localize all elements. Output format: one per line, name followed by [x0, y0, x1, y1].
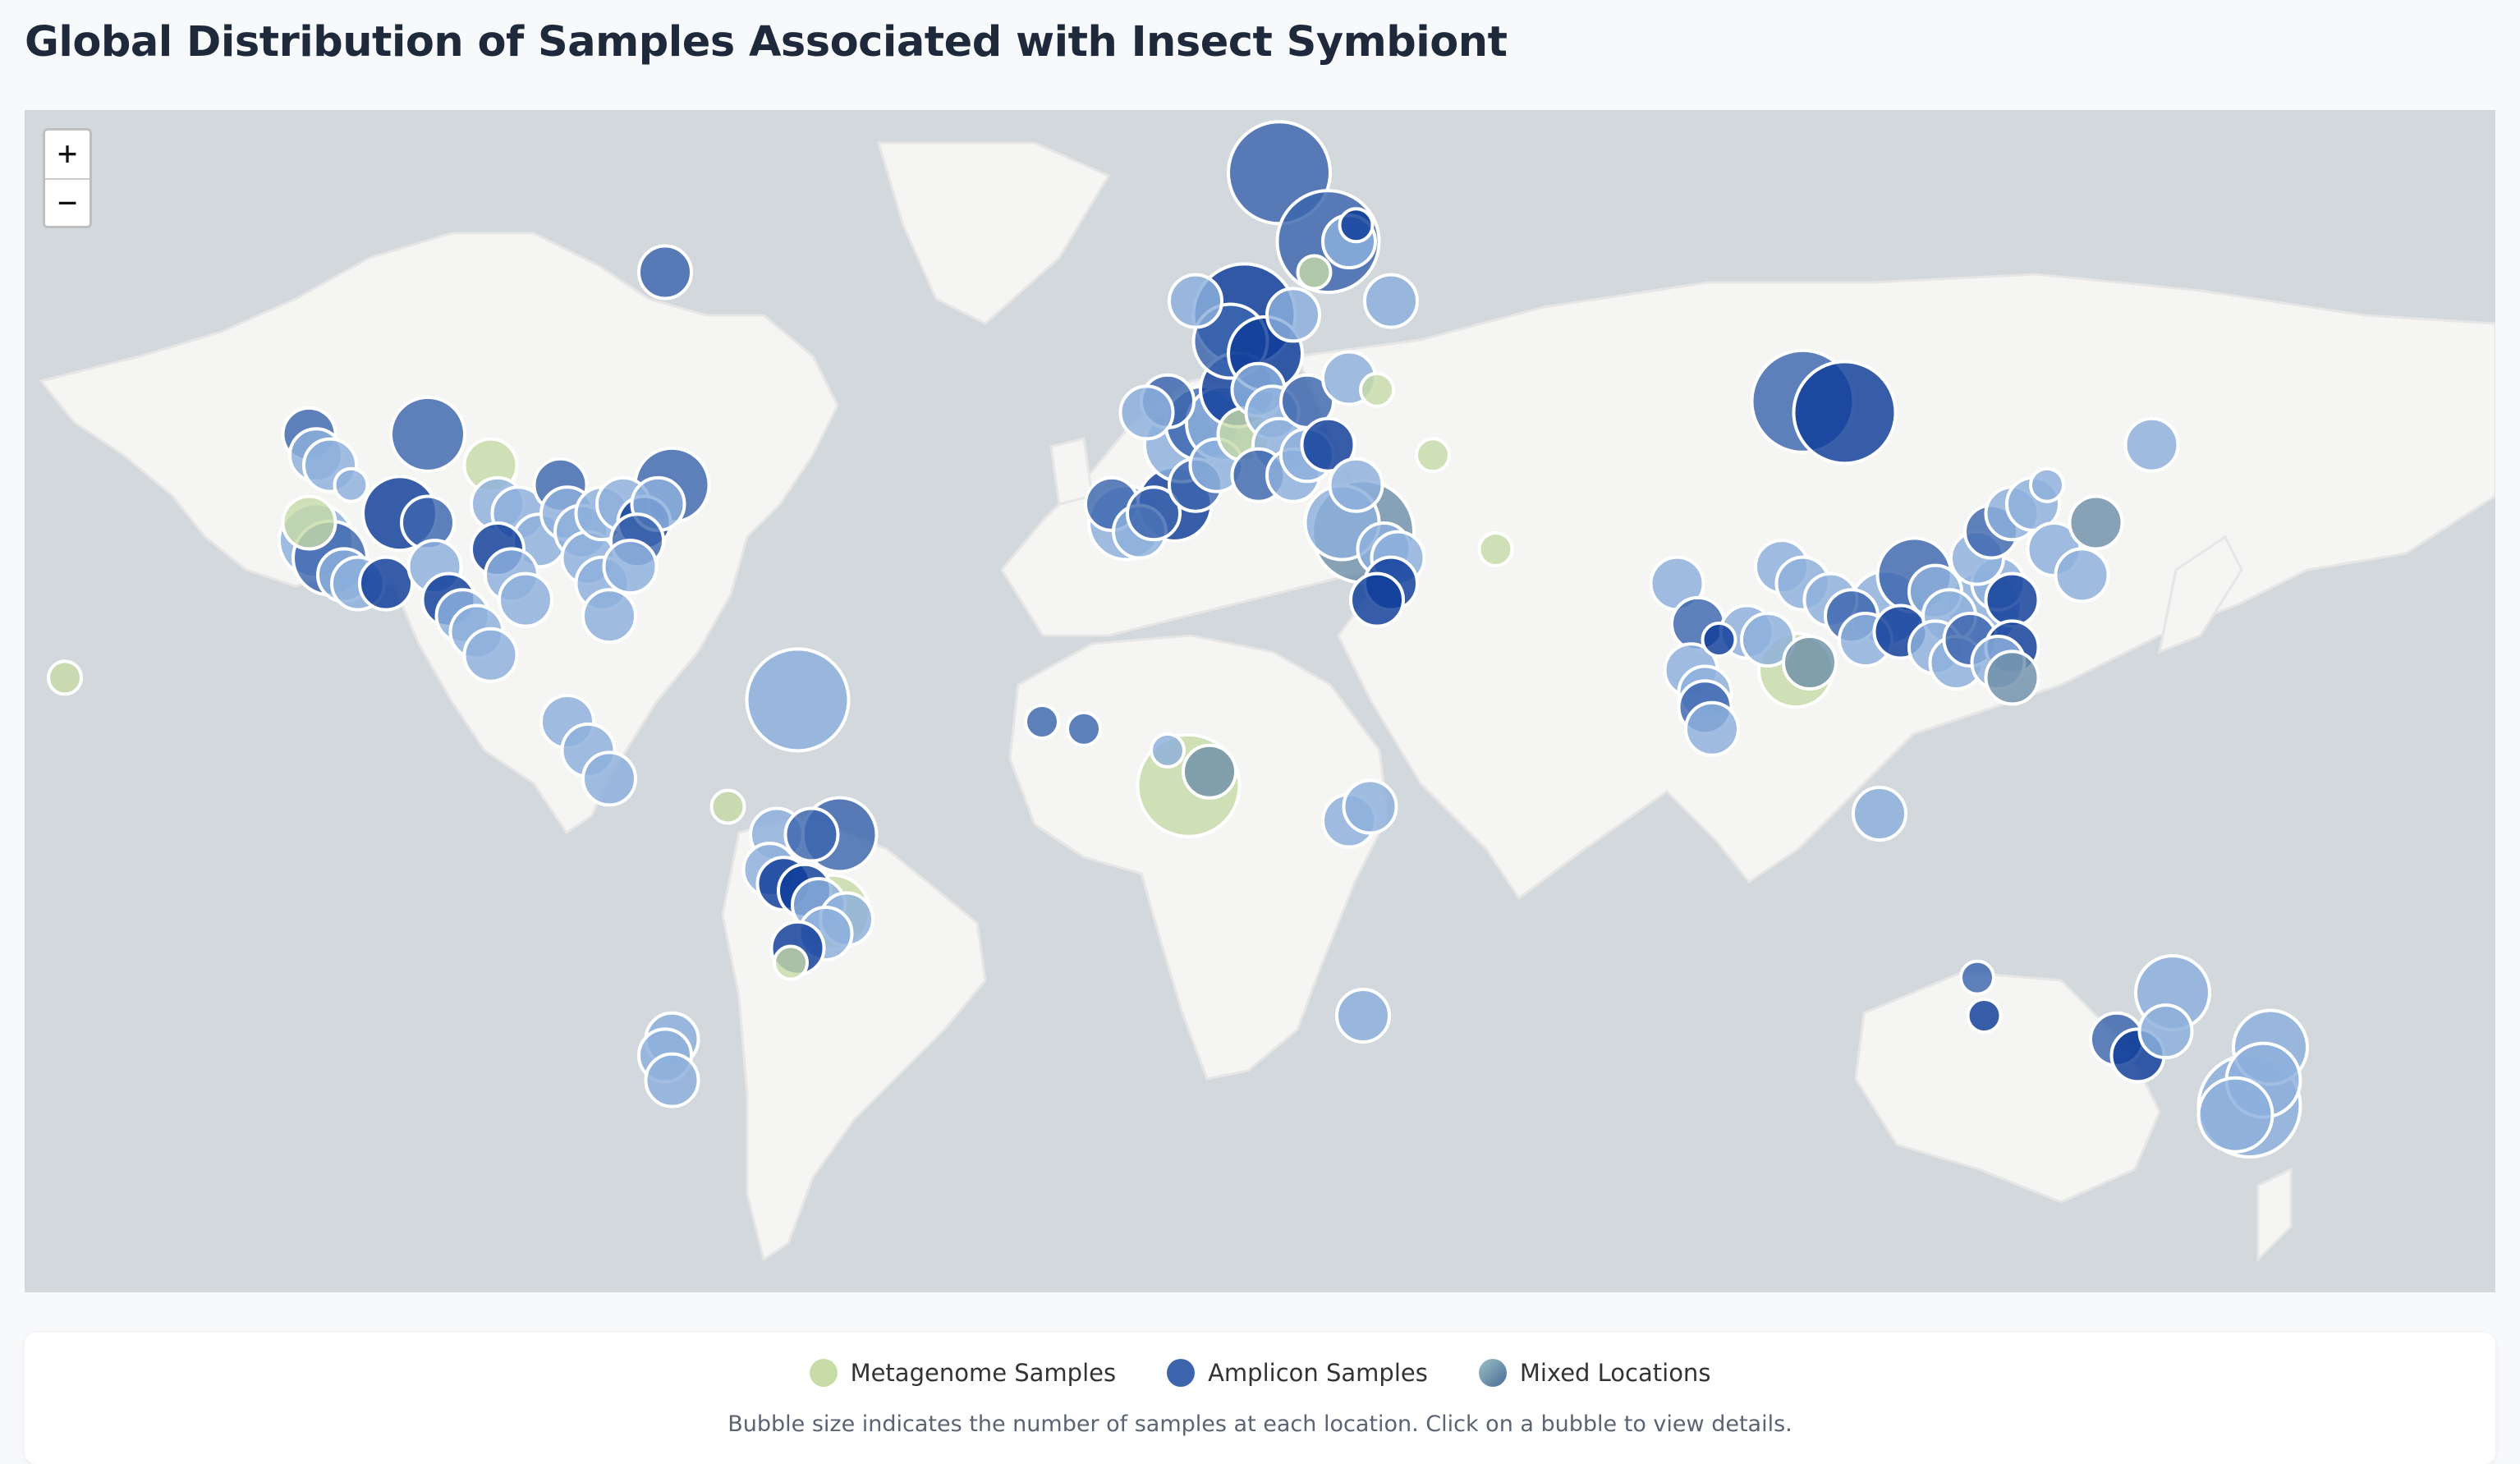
amplicon-bubble[interactable] — [1701, 622, 1737, 658]
metagenome-bubble[interactable] — [1296, 254, 1333, 291]
amplicon-bubble[interactable] — [637, 244, 693, 301]
amplicon-bubble[interactable] — [333, 466, 370, 503]
amplicon-bubble[interactable] — [1168, 273, 1223, 329]
amplicon-bubble[interactable] — [2196, 1076, 2274, 1154]
amplicon-bubble[interactable] — [1066, 710, 1102, 747]
amplicon-bubble[interactable] — [1792, 360, 1898, 466]
amplicon-bubble[interactable] — [1959, 959, 1995, 996]
amplicon-bubble[interactable] — [389, 395, 466, 473]
amplicon-bubble[interactable] — [2029, 466, 2065, 503]
amplicon-bubble[interactable] — [581, 750, 637, 807]
legend-row: Metagenome Samples Amplicon Samples Mixe… — [25, 1359, 2495, 1387]
page-title: Global Distribution of Samples Associate… — [25, 18, 1508, 67]
amplicon-bubble[interactable] — [1150, 732, 1186, 769]
amplicon-bubble[interactable] — [1852, 786, 1907, 842]
map-canvas[interactable]: + − — [25, 110, 2495, 1292]
metagenome-dot-icon — [809, 1359, 838, 1387]
amplicon-bubble[interactable] — [1966, 998, 2003, 1034]
landmass-australia — [1854, 971, 2161, 1204]
amplicon-bubble[interactable] — [644, 1052, 700, 1108]
landmass-greenland — [876, 141, 1111, 325]
landmass-new-zealand — [2256, 1167, 2293, 1263]
amplicon-bubble[interactable] — [1338, 207, 1375, 244]
zoom-out-button[interactable]: − — [57, 184, 78, 222]
mixed-bubble[interactable] — [1984, 649, 2040, 706]
mixed-bubble[interactable] — [1782, 635, 1838, 691]
mixed-bubble[interactable] — [2068, 494, 2124, 551]
metagenome-bubble[interactable] — [281, 494, 337, 551]
amplicon-bubble[interactable] — [1335, 988, 1391, 1044]
legend-item-mixed: Mixed Locations — [1478, 1359, 1711, 1387]
legend-label-metagenome: Metagenome Samples — [850, 1359, 1117, 1387]
metagenome-bubble[interactable] — [47, 659, 83, 696]
metagenome-bubble[interactable] — [709, 788, 746, 825]
amplicon-bubble[interactable] — [1300, 416, 1356, 473]
legend-panel: Metagenome Samples Amplicon Samples Mixe… — [25, 1333, 2495, 1464]
amplicon-bubble[interactable] — [2137, 1003, 2194, 1060]
amplicon-bubble[interactable] — [1349, 571, 1405, 628]
amplicon-bubble[interactable] — [1118, 384, 1175, 441]
amplicon-bubble[interactable] — [2123, 416, 2180, 473]
metagenome-bubble[interactable] — [1415, 437, 1451, 474]
amplicon-bubble[interactable] — [1265, 287, 1321, 343]
legend-item-metagenome: Metagenome Samples — [809, 1359, 1117, 1387]
legend-note: Bubble size indicates the number of samp… — [728, 1411, 1792, 1437]
landmass-japan — [2157, 535, 2243, 654]
legend-item-amplicon: Amplicon Samples — [1167, 1359, 1428, 1387]
amplicon-bubble[interactable] — [2054, 547, 2110, 603]
zoom-in-button[interactable]: + — [45, 131, 90, 180]
legend-label-amplicon: Amplicon Samples — [1208, 1359, 1428, 1387]
metagenome-bubble[interactable] — [1477, 531, 1514, 567]
amplicon-bubble[interactable] — [1342, 778, 1398, 835]
metagenome-bubble[interactable] — [1359, 371, 1395, 408]
amplicon-dot-icon — [1167, 1359, 1196, 1387]
amplicon-bubble[interactable] — [1363, 273, 1419, 329]
amplicon-bubble[interactable] — [1126, 485, 1182, 542]
zoom-control: + − — [43, 128, 92, 228]
amplicon-bubble[interactable] — [1328, 457, 1384, 513]
amplicon-bubble[interactable] — [358, 555, 414, 612]
world-map[interactable] — [25, 110, 2495, 1292]
amplicon-bubble[interactable] — [602, 539, 659, 595]
amplicon-bubble[interactable] — [1024, 704, 1060, 740]
legend-label-mixed: Mixed Locations — [1519, 1359, 1711, 1387]
metagenome-bubble[interactable] — [773, 944, 809, 981]
amplicon-bubble[interactable] — [462, 626, 519, 683]
amplicon-bubble[interactable] — [1684, 700, 1740, 757]
amplicon-bubble[interactable] — [498, 571, 553, 628]
mixed-bubble[interactable] — [1182, 743, 1237, 800]
amplicon-bubble[interactable] — [745, 647, 851, 753]
amplicon-bubble[interactable] — [581, 588, 637, 645]
landmass-africa — [1008, 634, 1389, 1081]
amplicon-bubble[interactable] — [783, 806, 840, 863]
bubble-layer[interactable] — [47, 120, 2309, 1159]
mixed-dot-icon — [1478, 1359, 1507, 1387]
amplicon-bubble[interactable] — [1984, 571, 2040, 628]
